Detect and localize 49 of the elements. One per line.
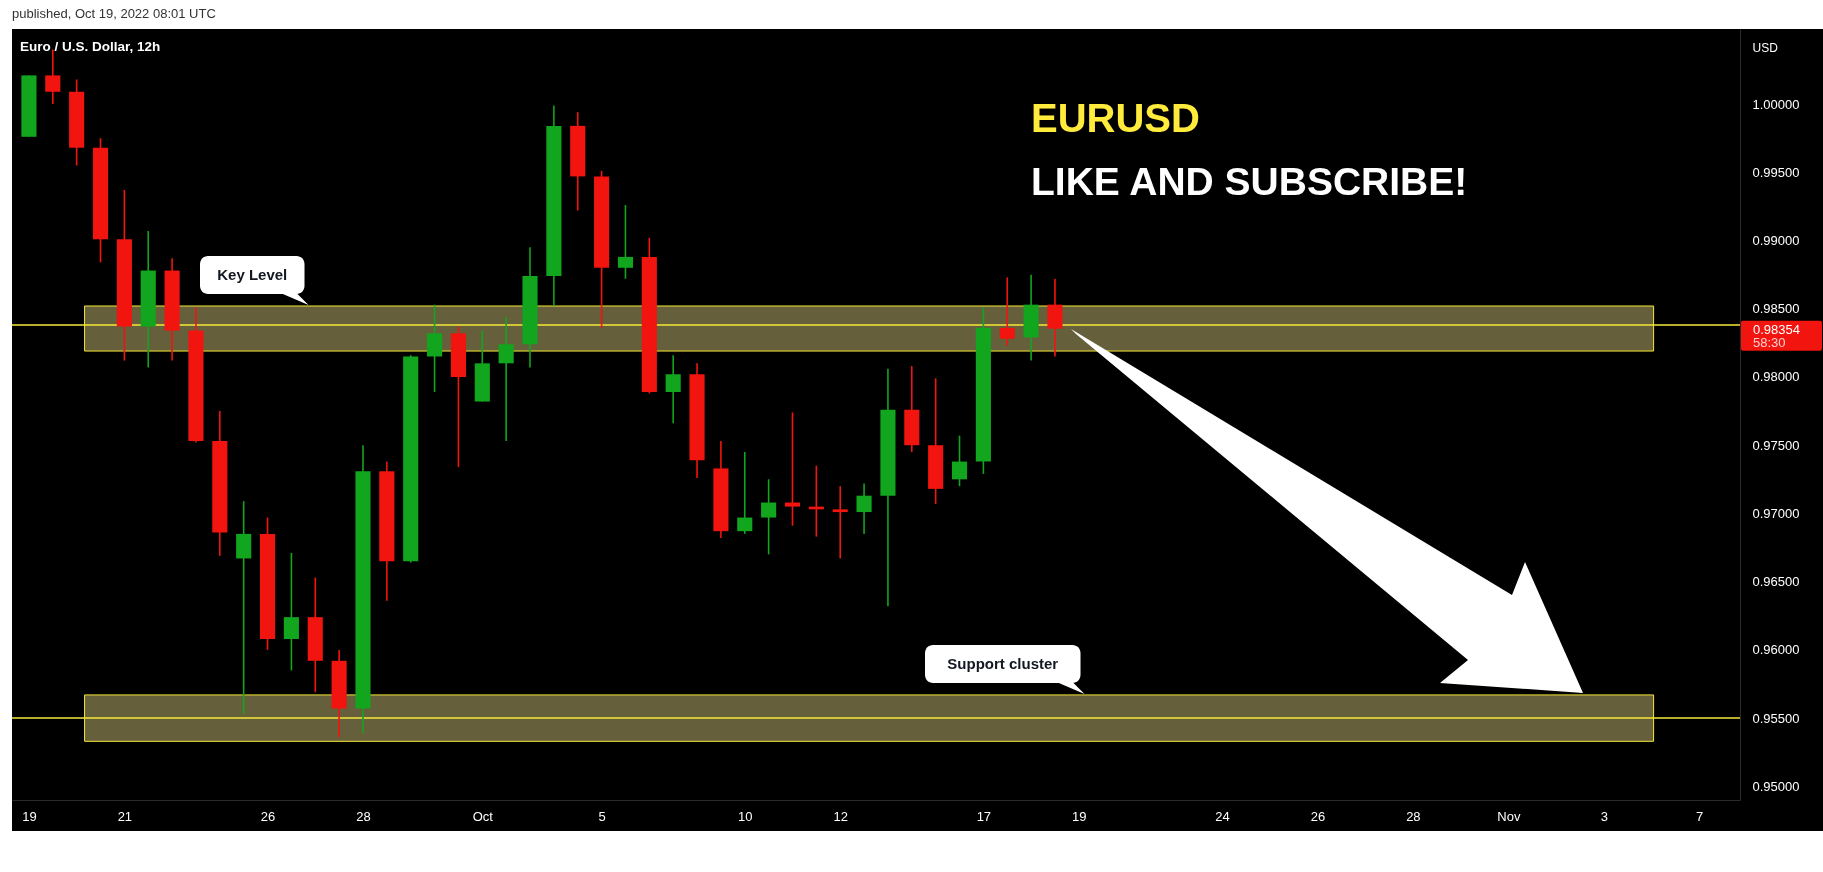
x-tick-label: 7 (1696, 808, 1704, 824)
x-tick-label: 26 (1310, 808, 1326, 824)
candlestick (832, 485, 848, 560)
x-tick-label: 12 (833, 808, 848, 824)
y-tick-label: 0.97000 (1752, 505, 1800, 521)
y-axis-title: USD (1752, 40, 1779, 55)
annotation: EURUSD (1031, 96, 1200, 140)
y-tick-label: 0.95000 (1752, 778, 1800, 794)
y-tick-label: 0.97500 (1752, 437, 1800, 453)
x-tick-label: 24 (1215, 808, 1230, 824)
y-tick-label: 0.95500 (1752, 710, 1800, 726)
band-label: Key Level (217, 266, 288, 284)
candlestick (784, 411, 801, 527)
y-tick-label: 0.96500 (1752, 574, 1800, 590)
candlestick (498, 316, 514, 442)
candlestick (665, 354, 681, 425)
x-tick-label: 19 (1072, 808, 1087, 824)
candlestick (999, 276, 1015, 347)
y-tick-label: 0.98500 (1752, 301, 1800, 317)
y-tick-label: 1.00000 (1752, 96, 1800, 112)
candlestick (283, 552, 299, 672)
x-tick-label: 17 (976, 808, 992, 824)
band-label: Support cluster (947, 654, 1059, 672)
y-tick-label: 0.96000 (1752, 642, 1800, 658)
candlestick (761, 478, 777, 556)
candlestick (617, 204, 634, 280)
x-tick-label: 5 (598, 808, 606, 824)
x-tick-label: Nov (1497, 808, 1521, 824)
candlestick (951, 434, 968, 487)
candlestick (427, 303, 443, 393)
x-tick-label: 10 (738, 808, 753, 824)
annotation: LIKE AND SUBSCRIBE! (1031, 160, 1468, 203)
candlestick (856, 482, 872, 535)
text: Euro / U.S. Dollar, 12h (20, 39, 161, 54)
candlestick (236, 500, 252, 715)
y-tick-label: 0.99500 (1752, 164, 1800, 180)
text: 58:30 (1753, 334, 1786, 350)
x-tick-label: 21 (117, 808, 133, 824)
y-tick-label: 0.99000 (1752, 233, 1800, 249)
x-tick-label: 26 (260, 808, 276, 824)
x-tick-label: Oct (472, 808, 494, 824)
y-tick-label: 0.98000 (1752, 369, 1800, 385)
text: 0.98354 (1753, 321, 1800, 337)
candlestick (737, 451, 753, 535)
x-tick-label: 28 (356, 808, 371, 824)
x-tick-label: 19 (22, 808, 37, 824)
text: published, Oct 19, 2022 08:01 UTC (12, 6, 216, 21)
x-tick-label: 3 (1600, 808, 1608, 824)
x-tick-label: 28 (1406, 808, 1421, 824)
